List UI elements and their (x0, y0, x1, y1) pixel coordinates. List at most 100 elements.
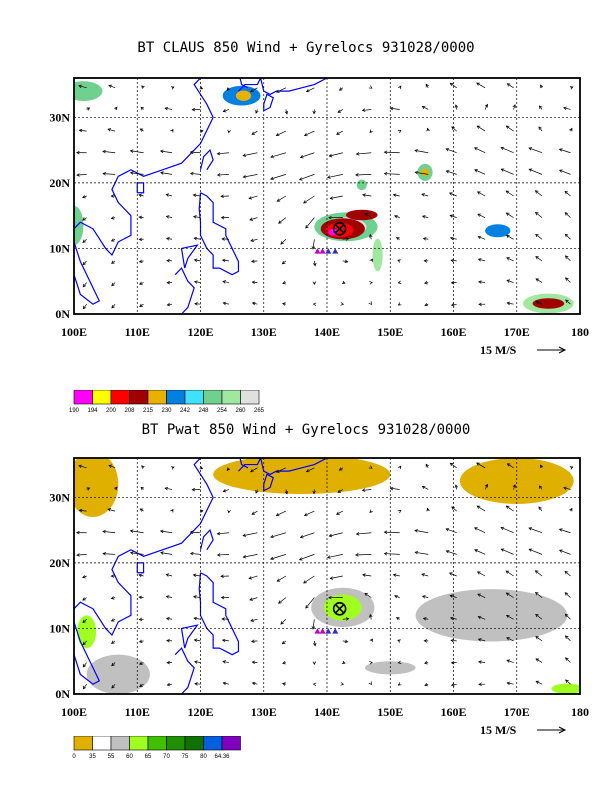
wind-arrow (166, 238, 173, 240)
wind-arrow (390, 487, 400, 490)
wind-arrowhead (449, 594, 454, 598)
wind-arrowhead (102, 149, 106, 154)
wind-arrowhead (250, 238, 254, 242)
wind-arrowhead (248, 576, 253, 580)
wind-arrow (82, 597, 87, 601)
wind-arrowhead (216, 531, 221, 536)
wind-arrow (477, 571, 486, 577)
wind-arrowhead (345, 617, 350, 621)
wind-arrowhead (569, 507, 573, 512)
wind-arrow (474, 169, 486, 175)
wind-arrowhead (336, 511, 340, 515)
wind-arrow (130, 172, 144, 175)
wind-arrow (300, 532, 315, 538)
coastline (199, 528, 214, 551)
wind-arrow (507, 682, 514, 685)
coastline (198, 192, 240, 276)
wind-arrow (451, 683, 457, 686)
wind-arrowhead (200, 509, 204, 513)
wind-scale-arrowhead (558, 346, 567, 354)
coastline (263, 93, 274, 112)
wind-arrow (538, 506, 543, 512)
legend-swatch (166, 390, 186, 405)
wind-arrowhead (368, 85, 373, 89)
wind-arrowhead (278, 600, 282, 604)
wind-arrowhead (564, 190, 569, 195)
wind-arrowhead (250, 88, 254, 93)
wind-arrow (451, 259, 457, 262)
wind-arrow (251, 130, 258, 135)
wind-arrow (355, 174, 372, 176)
wind-arrow (477, 593, 486, 598)
wind-arrow (78, 465, 87, 469)
wind-arrow (190, 173, 201, 175)
pwat-contour (323, 594, 362, 621)
wind-arrowhead (449, 236, 454, 241)
wind-arrowhead (82, 261, 87, 266)
wind-arrowhead (226, 467, 231, 472)
wind-arrowhead (160, 551, 164, 555)
wind-arrowhead (328, 533, 333, 538)
wind-arrowhead (445, 550, 450, 554)
wind-arrowhead (221, 617, 225, 621)
wind-arrowhead (345, 237, 350, 241)
wind-arrow (362, 109, 372, 111)
legend-swatch (147, 390, 167, 405)
wind-arrowhead (111, 662, 115, 667)
wind-arrowhead (500, 526, 505, 531)
wind-arrowhead (449, 82, 454, 87)
legend-label: 60 (126, 754, 133, 760)
wind-arrowhead (313, 262, 317, 267)
wind-arrowhead (362, 573, 366, 577)
wind-arrowhead (422, 617, 427, 621)
legend-swatch (203, 736, 223, 751)
wind-arrowhead (111, 684, 115, 689)
cloud-top-contour (345, 209, 378, 221)
wind-arrowhead (216, 151, 221, 156)
legend-label: 64.36 (214, 754, 230, 760)
wind-arrowhead (506, 301, 511, 306)
wind-arrow (477, 125, 486, 132)
longitude-label: 120E (187, 705, 213, 719)
wind-arrowhead (476, 82, 480, 86)
wind-arrowhead (311, 626, 316, 630)
wind-arrowhead (569, 86, 574, 90)
wind-arrow (276, 130, 287, 136)
longitude-label: 160E (440, 705, 466, 719)
wind-arrowhead (82, 305, 87, 310)
wind-arrow (563, 487, 571, 490)
legend-swatch (73, 390, 93, 405)
wind-arrow (303, 195, 315, 204)
wind-arrow (329, 152, 343, 157)
wind-arrow (507, 83, 514, 89)
wind-arrowhead (159, 149, 164, 154)
wind-arrowhead (505, 125, 510, 129)
wind-arrowhead (78, 128, 83, 133)
wind-arrowhead (426, 507, 430, 512)
wind-arrow (190, 531, 201, 534)
wind-arrowhead (129, 171, 134, 175)
wind-arrowhead (425, 83, 429, 88)
wind-arrow (306, 87, 315, 93)
wind-arrow (474, 549, 486, 555)
wind-arrowhead (398, 465, 402, 470)
wind-arrow (193, 596, 201, 598)
wind-arrow (529, 168, 543, 175)
wind-arrowhead (221, 237, 225, 241)
wind-arrow (217, 554, 229, 556)
wind-arrow (421, 573, 429, 577)
legend-label: 70 (163, 754, 170, 760)
wind-arrowhead (395, 617, 400, 621)
wind-arrowhead (474, 549, 478, 553)
wind-arrowhead (394, 214, 398, 219)
pwat-contour (74, 458, 119, 517)
wind-arrowhead (299, 535, 304, 539)
wind-arrowhead (312, 661, 317, 665)
wind-arrow (330, 575, 343, 579)
storm-center-icon (334, 604, 345, 614)
legend-swatch (110, 736, 130, 751)
wind-arrow (535, 592, 543, 598)
latitude-label: 10N (49, 621, 70, 635)
wind-arrowhead (361, 108, 366, 112)
wind-arrow (299, 554, 315, 561)
